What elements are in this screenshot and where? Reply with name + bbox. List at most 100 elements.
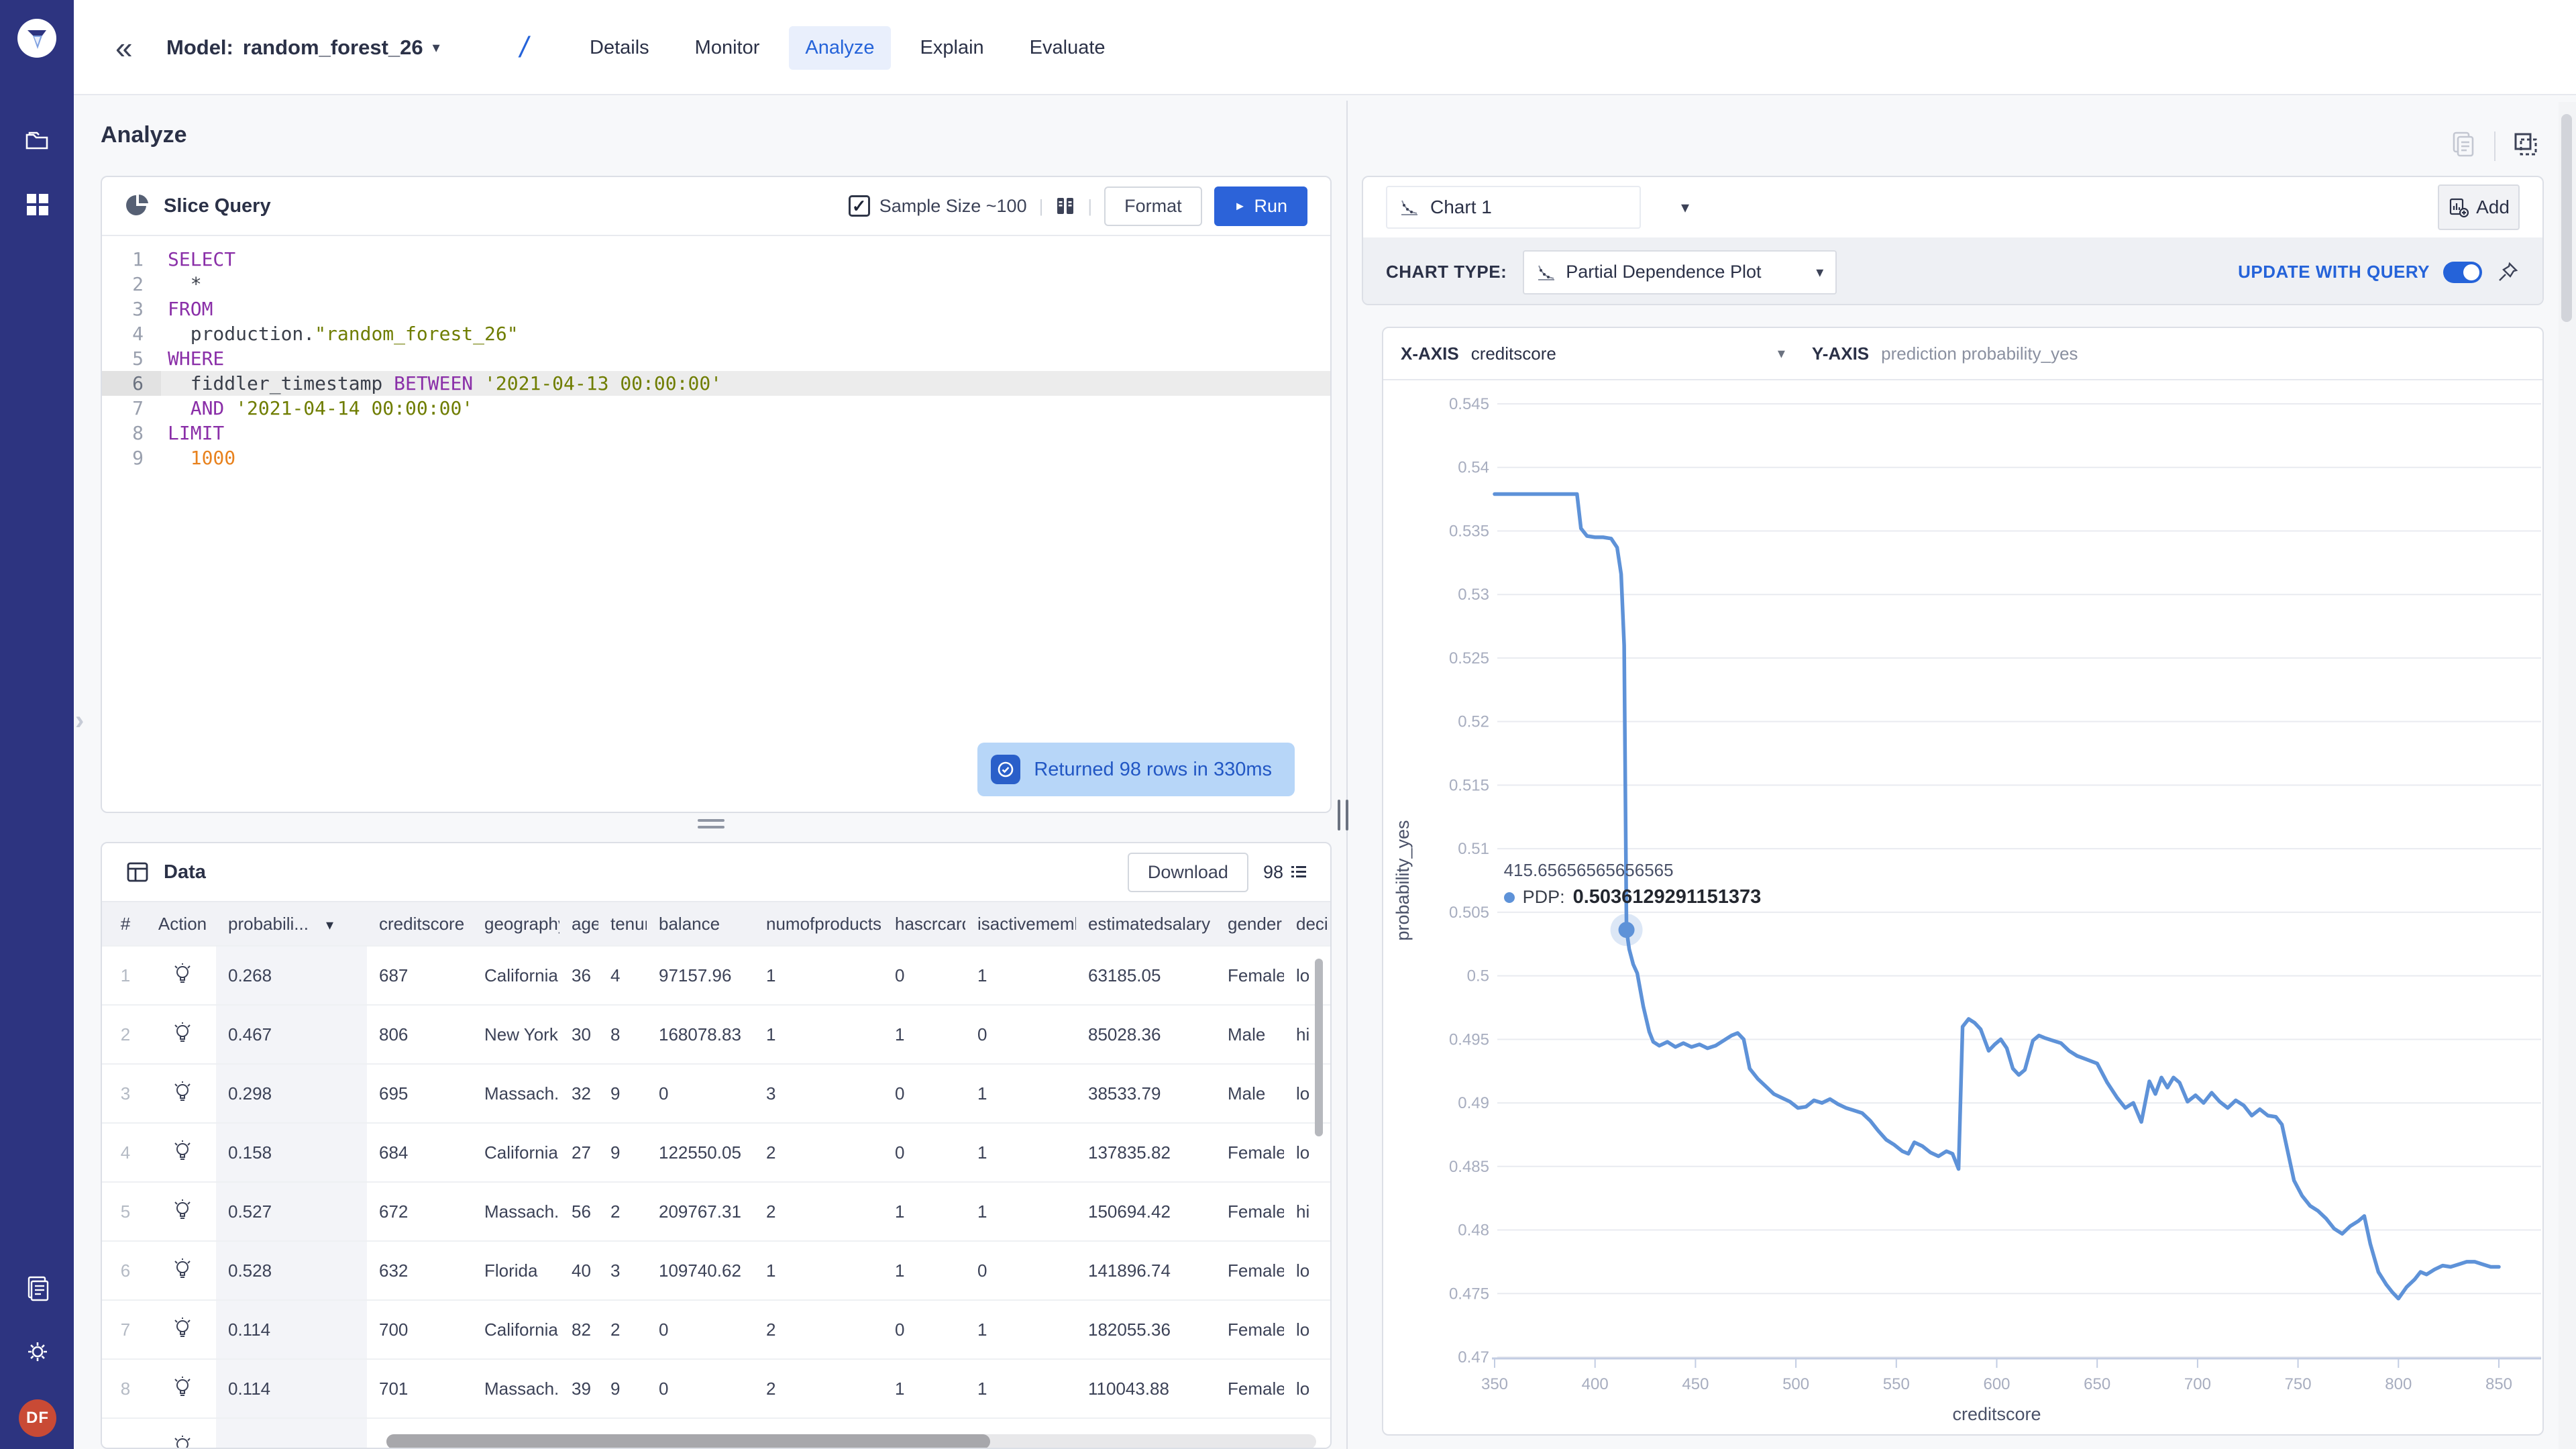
fiddler-logo[interactable]: [17, 19, 56, 58]
chevron-down-icon[interactable]: ▾: [1777, 345, 1785, 362]
tab-details[interactable]: Details: [590, 36, 649, 58]
column-settings-icon[interactable]: [1290, 863, 1307, 881]
code-line-9[interactable]: 9 1000: [102, 445, 1330, 470]
column-header-prob[interactable]: probabili... ▾: [228, 913, 334, 934]
add-chart-button[interactable]: Add: [2438, 184, 2520, 230]
avatar[interactable]: DF: [19, 1399, 56, 1437]
column-header-geography[interactable]: geography: [484, 913, 559, 934]
column-header-gender[interactable]: gender: [1228, 913, 1282, 934]
tab-analyze[interactable]: Analyze: [789, 25, 891, 70]
page-scrollbar-track[interactable]: [2559, 102, 2576, 1449]
cell-prob: 0.528: [216, 1242, 367, 1299]
column-header-creditscore[interactable]: creditscore: [379, 913, 465, 934]
column-header-numofproducts[interactable]: numofproducts: [766, 913, 881, 934]
collapse-sidebar-button[interactable]: «: [115, 30, 133, 65]
column-header-tenure[interactable]: tenure: [610, 913, 647, 934]
cell-isactivemember: 1: [977, 1319, 987, 1340]
x-axis-tick: 550: [1883, 1375, 1910, 1393]
page-scrollbar-thumb[interactable]: [2561, 114, 2572, 322]
table-row[interactable]: 5 0.527 672 Massach... 56 2 209767.31 2 1 1 150694…: [102, 1181, 1330, 1240]
explain-row-button[interactable]: [149, 1139, 216, 1166]
explain-row-button[interactable]: [149, 962, 216, 989]
sort-desc-icon[interactable]: ▾: [325, 916, 334, 933]
explain-row-button[interactable]: [149, 1375, 216, 1402]
cell-gender: Female: [1228, 1378, 1284, 1399]
table-hscrollbar-track[interactable]: [386, 1434, 1316, 1448]
chart-type-select[interactable]: Partial Dependence Plot ▾: [1523, 250, 1837, 294]
columns-icon[interactable]: [1055, 195, 1075, 217]
explain-row-button[interactable]: [149, 1316, 216, 1343]
column-header-estimatedsalary[interactable]: estimatedsalary: [1088, 913, 1211, 934]
cell-balance: 0: [659, 1378, 669, 1399]
table-row[interactable]: 6 0.528 632 Florida 40 3 109740.62 1 1 0 141896.74…: [102, 1240, 1330, 1299]
table-row[interactable]: 2 0.467 806 New York 30 8 168078.83 1 1 0 85028.36…: [102, 1004, 1330, 1063]
report-copy-icon[interactable]: [2449, 129, 2479, 163]
x-axis-value[interactable]: creditscore: [1470, 343, 1556, 364]
update-with-query-toggle[interactable]: [2443, 261, 2482, 283]
chevron-down-icon[interactable]: ▾: [1681, 198, 1690, 217]
column-header-age[interactable]: age: [572, 913, 598, 934]
table-row[interactable]: 8 0.114 701 Massach... 39 9 0 2 1 1 110043.88 Femal…: [102, 1358, 1330, 1417]
cell-prob: 0.114: [216, 1360, 367, 1417]
explain-row-button[interactable]: [149, 1021, 216, 1048]
docs-icon[interactable]: [22, 1273, 53, 1304]
projects-folder-icon[interactable]: [22, 125, 53, 156]
tab-evaluate[interactable]: Evaluate: [1029, 36, 1106, 58]
code-line-7[interactable]: 7 AND '2021-04-14 00:00:00': [102, 396, 1330, 421]
table-vscrollbar-thumb[interactable]: [1315, 959, 1323, 1136]
column-header-action[interactable]: Action: [158, 913, 207, 934]
explain-row-button[interactable]: [149, 1257, 216, 1284]
column-header-hascrcard[interactable]: hascrcard: [895, 913, 965, 934]
column-header-decision[interactable]: deci: [1296, 913, 1328, 934]
code-line-4[interactable]: 4 production."random_forest_26": [102, 321, 1330, 346]
code-line-8[interactable]: 8 LIMIT: [102, 421, 1330, 445]
table-row[interactable]: 3 0.298 695 Massach... 32 9 0 3 0 1 38533.79 Male lo: [102, 1063, 1330, 1122]
format-button[interactable]: Format: [1104, 186, 1202, 226]
sql-editor[interactable]: 1 SELECT 2 * 3 FROM 4 production."random_fore…: [102, 236, 1330, 470]
cell-age: 82: [572, 1319, 591, 1340]
table-icon: [127, 862, 148, 882]
data-title: Data: [164, 861, 206, 883]
expand-panel-chevron[interactable]: ›: [75, 706, 85, 735]
vertical-resize-handle[interactable]: [1338, 800, 1348, 830]
marker-dot[interactable]: [1618, 922, 1635, 938]
settings-gear-icon[interactable]: [22, 1336, 53, 1367]
cell-numofproducts: 3: [766, 1083, 776, 1104]
code-line-1[interactable]: 1 SELECT: [102, 247, 1330, 272]
code-line-6[interactable]: 6 fiddler_timestamp BETWEEN '2021-04-13 …: [102, 371, 1330, 396]
tab-explain[interactable]: Explain: [920, 36, 984, 58]
explain-row-button[interactable]: [149, 1080, 216, 1107]
column-header-n[interactable]: #: [120, 913, 131, 934]
table-row[interactable]: 1 0.268 687 California 36 4 97157.96 1 0 1 63185.0…: [102, 945, 1330, 1004]
column-header-balance[interactable]: balance: [659, 913, 720, 934]
cell-decision: lo: [1296, 1142, 1310, 1163]
run-button[interactable]: ► Run: [1214, 186, 1307, 226]
line-number: 4: [132, 323, 144, 345]
tab-monitor[interactable]: Monitor: [694, 36, 760, 58]
column-header-isactivemember[interactable]: isactivemember: [977, 913, 1076, 934]
cell-prob: 0.268: [216, 947, 367, 1004]
code-line-2[interactable]: 2 *: [102, 272, 1330, 297]
table-row[interactable]: 4 0.158 684 California 27 9 122550.05 2 0 1 137835…: [102, 1122, 1330, 1181]
table-hscrollbar-thumb[interactable]: [386, 1434, 990, 1448]
code-text: LIMIT: [168, 422, 225, 444]
explain-row-button[interactable]: [149, 1198, 216, 1225]
code-line-5[interactable]: 5 WHERE: [102, 346, 1330, 371]
dashboard-grid-icon[interactable]: [22, 189, 53, 220]
table-row[interactable]: 7 0.114 700 California 82 2 0 2 0 1 182055.36 Femal…: [102, 1299, 1330, 1358]
cell-n: 6: [120, 1260, 131, 1281]
code-line-3[interactable]: 3 FROM: [102, 297, 1330, 321]
pin-icon[interactable]: [2496, 260, 2520, 284]
y-axis-label: Y-AXIS: [1811, 343, 1870, 364]
sample-size-checkbox[interactable]: ✓: [848, 195, 870, 217]
explain-row-button[interactable]: [149, 1434, 216, 1448]
chart-selector[interactable]: Chart 1: [1386, 186, 1641, 229]
download-button[interactable]: Download: [1127, 852, 1248, 892]
cell-balance: 97157.96: [659, 965, 732, 985]
x-axis-tick: 850: [2485, 1375, 2512, 1393]
cell-n: 5: [120, 1201, 131, 1222]
expand-layout-icon[interactable]: [2510, 129, 2541, 163]
model-selector[interactable]: Model: random_forest_26 ▾: [166, 0, 440, 95]
horizontal-resize-handle[interactable]: [698, 819, 724, 833]
pdp-plot[interactable]: 0.545 0.54 0.535 0.53 0.525 0.52 0.515 0.51 0.50…: [1383, 380, 2542, 1434]
